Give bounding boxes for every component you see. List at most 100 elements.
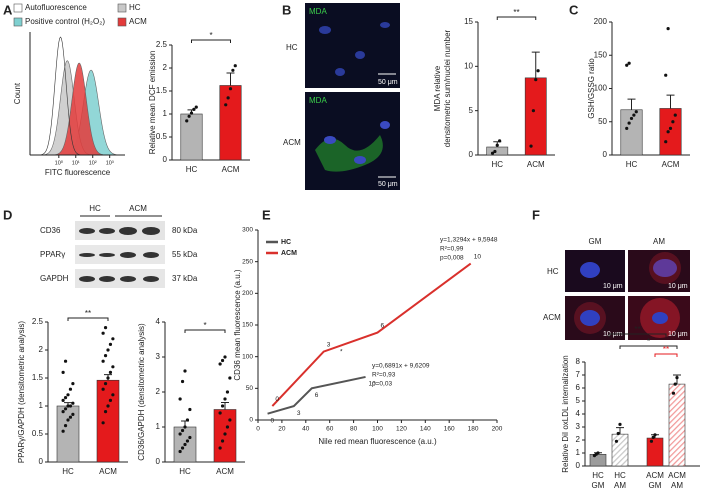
row-label: HC (547, 267, 559, 276)
micrograph (565, 250, 690, 340)
data-point (618, 422, 622, 426)
data-point (649, 439, 654, 443)
data-point (666, 27, 670, 31)
data-point (103, 410, 108, 414)
data-point (185, 418, 190, 422)
bar (589, 453, 607, 467)
panel-letter: A (3, 2, 13, 17)
legend-label: Positive control (H₂O₂) (25, 17, 105, 26)
y-tick-label: 6 (576, 383, 581, 392)
data-point (63, 407, 68, 411)
data-point (189, 111, 194, 115)
data-point (220, 404, 225, 408)
blot-row: CD36 (40, 226, 61, 235)
x-tick-label: HC (62, 467, 74, 476)
data-point (180, 379, 185, 384)
data-point (192, 107, 196, 111)
data-point (185, 439, 190, 443)
bar (219, 85, 242, 161)
y-tick-label: 0 (163, 155, 168, 164)
data-point (671, 120, 675, 124)
data-point (178, 449, 182, 454)
x-tick-label: ACM (646, 471, 664, 480)
data-point (63, 396, 68, 400)
y-tick-label: 4 (576, 409, 581, 418)
bar (180, 113, 203, 161)
x-tick-sublabel: GM (649, 481, 662, 490)
data-point (185, 119, 189, 123)
y-tick-label: 15 (464, 17, 473, 26)
western-blot (75, 215, 165, 288)
y-tick-label: 2 (39, 345, 44, 354)
blot-group: ACM (129, 204, 147, 213)
histogram-curve (30, 62, 125, 156)
series-line (267, 375, 366, 415)
bar (659, 108, 682, 156)
panel-letter: F (532, 207, 540, 222)
legend-label: ACM (281, 250, 297, 257)
data-point (183, 369, 187, 373)
blot-group: HC (89, 204, 101, 213)
y-tick-label: 1 (39, 401, 44, 410)
error-bar (531, 51, 540, 78)
bar (486, 146, 509, 156)
scale-bar-label: 10 μm (603, 283, 623, 290)
x-tick-sublabel: GM (592, 481, 605, 490)
x-tick-label: ACM (216, 467, 234, 476)
scale-bar-label: 50 μm (378, 79, 398, 86)
point-label: 3 (327, 341, 331, 348)
scale-bar-label: 10 μm (668, 331, 688, 338)
scale-bar-label: 50 μm (378, 181, 398, 188)
error-bar (226, 72, 235, 86)
scale-bar-label: 10 μm (668, 283, 688, 290)
y-tick-label: 0 (576, 461, 581, 470)
significance-label: * (203, 321, 206, 330)
data-point (495, 143, 499, 147)
y-tick-label: 8 (576, 357, 581, 366)
data-point (536, 69, 540, 73)
data-point (180, 428, 185, 433)
data-point (106, 348, 110, 352)
data-point (498, 139, 502, 143)
significance-bracket (654, 353, 678, 357)
data-point (223, 432, 227, 436)
y-tick-label: 300 (242, 227, 253, 234)
x-tick-label: 200 (492, 426, 503, 433)
legend-swatch (117, 3, 127, 13)
x-tick-label: ACM (222, 165, 240, 174)
point-label: 0 (271, 417, 275, 424)
x-tick-label: 100 (372, 426, 383, 433)
y-tick-label: 3 (576, 422, 581, 431)
significance-bracket (184, 329, 226, 333)
data-point (180, 446, 185, 450)
data-point (632, 113, 636, 117)
data-point (218, 446, 222, 450)
x-tick-label: 0 (256, 426, 260, 433)
data-point (225, 425, 230, 429)
x-axis-label: FITC fluorescence (45, 168, 111, 177)
x-tick-label: ACM (527, 160, 545, 169)
data-point (108, 370, 113, 374)
data-point (675, 376, 679, 380)
y-tick-label: 2 (576, 435, 581, 444)
data-point (71, 401, 75, 405)
y-tick-label: 1 (156, 422, 161, 431)
data-point (668, 126, 673, 130)
y-axis-label: MDA relative (433, 65, 442, 111)
y-tick-label: 150 (594, 50, 608, 59)
y-tick-label: 200 (594, 17, 608, 26)
data-point (187, 114, 191, 118)
x-tick-label: 10⁰ (55, 159, 64, 166)
error-bar (221, 402, 229, 410)
panel-letter: C (569, 2, 579, 17)
column-label: AM (653, 237, 665, 246)
blot-size: 80 kDa (172, 226, 198, 235)
data-point (71, 382, 75, 386)
bar (524, 77, 547, 156)
data-point (534, 78, 538, 82)
row-label: HC (286, 43, 298, 52)
x-tick-label: 80 (350, 426, 358, 433)
data-point (61, 370, 65, 374)
data-point (223, 355, 227, 359)
